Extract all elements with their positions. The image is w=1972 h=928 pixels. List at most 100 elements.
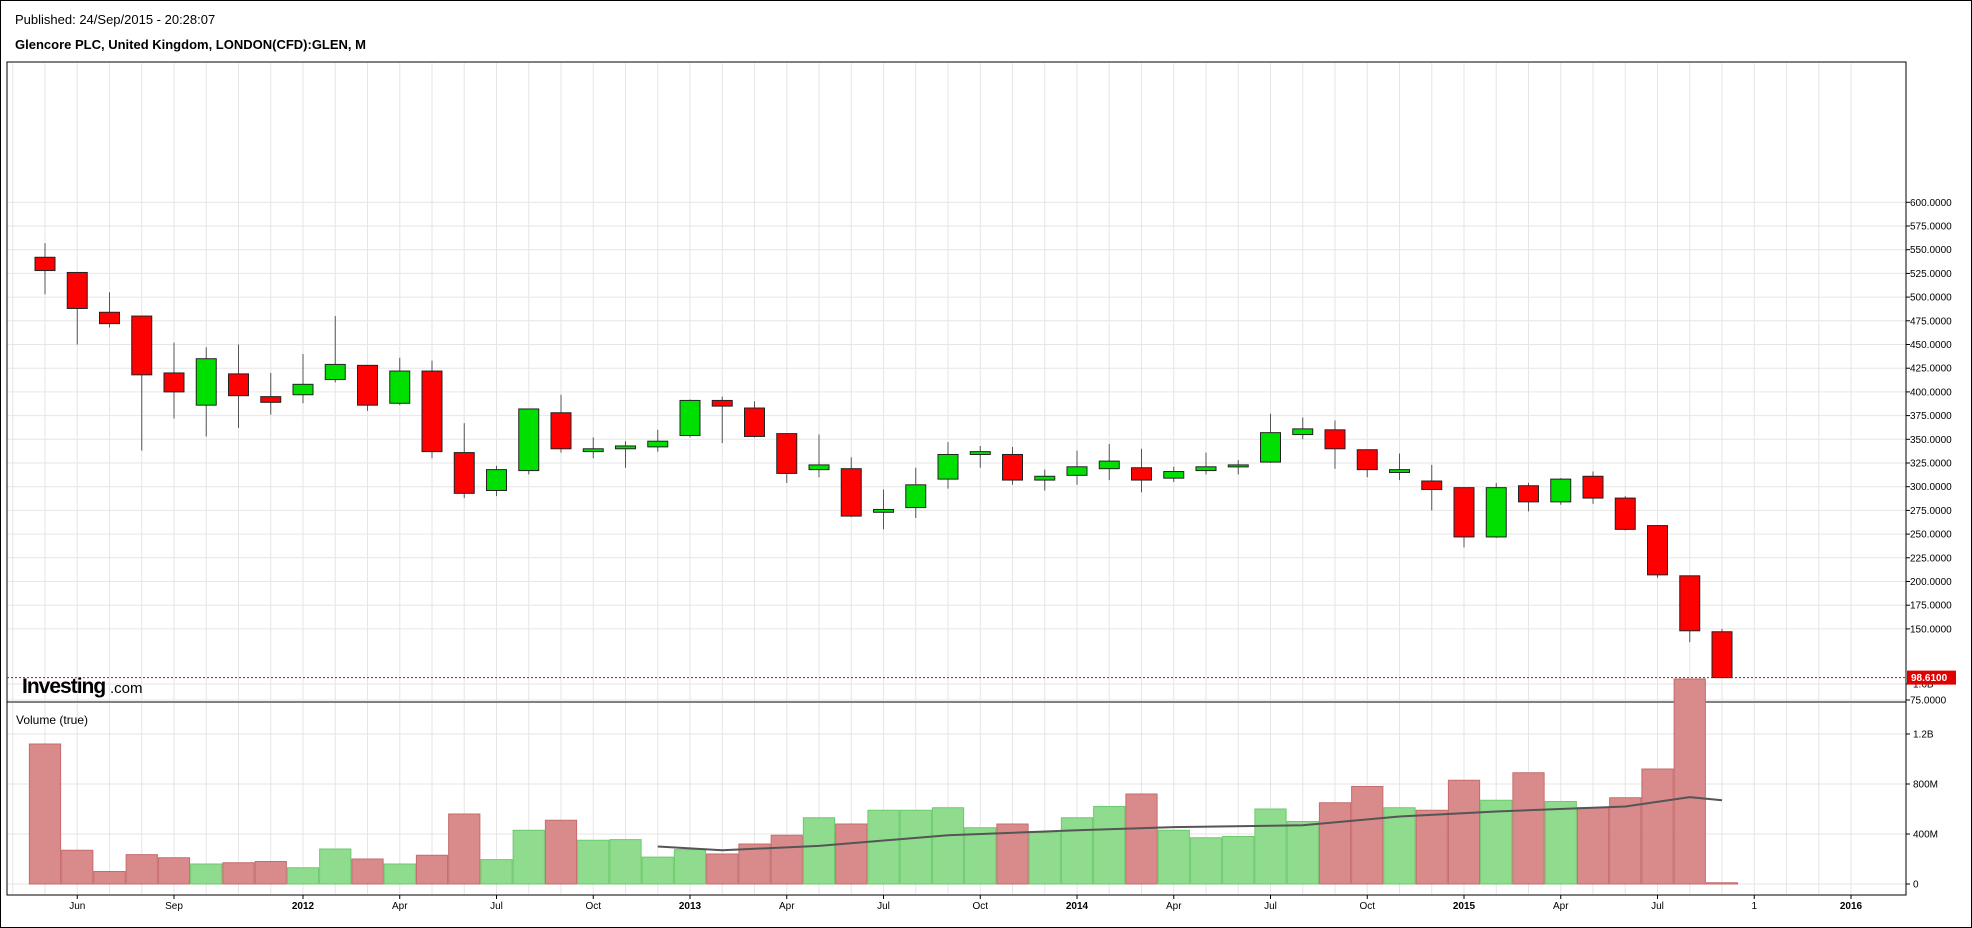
price-axis-tick-label: 250.0000 <box>1910 530 1952 541</box>
volume-bar <box>1609 797 1642 885</box>
volume-bar <box>738 843 771 885</box>
volume-bar <box>577 839 610 885</box>
candle-body <box>1066 466 1088 476</box>
candle-body <box>1034 475 1056 481</box>
volume-bar <box>93 871 126 885</box>
volume-bar <box>415 854 449 885</box>
volume-bar <box>448 813 481 885</box>
volume-bar <box>1383 807 1416 885</box>
candle-body <box>292 383 314 396</box>
volume-moving-average-line <box>657 796 1723 852</box>
volume-bar <box>609 839 642 885</box>
candle-body <box>776 433 798 474</box>
volume-bar <box>1286 821 1319 885</box>
last-price-label: 98.6100 <box>1911 673 1948 684</box>
volume-bar <box>770 834 803 885</box>
volume-bar <box>1673 678 1706 885</box>
published-timestamp: Published: 24/Sep/2015 - 20:28:07 <box>15 12 216 27</box>
volume-bar <box>1093 806 1126 885</box>
x-axis-tick-label: 1 <box>1751 901 1757 912</box>
price-axis-tick-label: 275.0000 <box>1910 506 1952 517</box>
candle-body <box>357 364 378 406</box>
volume-bar <box>1415 809 1448 885</box>
price-axis-tick-label: 325.0000 <box>1910 459 1952 470</box>
candle-body <box>1292 428 1314 436</box>
volume-bar <box>867 809 900 885</box>
price-axis-tick-label: 150.0000 <box>1910 624 1952 635</box>
price-axis-tick-label: 200.0000 <box>1910 577 1952 588</box>
candle-body <box>1163 471 1185 479</box>
price-axis: 75.0000 150.0000 175.0000 200.0000 225.0000 2… <box>1906 198 1952 707</box>
volume-bar <box>190 863 223 885</box>
price-axis-tick-label: 75.0000 <box>1910 696 1947 707</box>
x-axis-tick-label: 2013 <box>679 901 702 912</box>
volume-bar <box>1447 779 1481 885</box>
volume-bar <box>1576 807 1610 885</box>
candle-body <box>518 408 540 472</box>
volume-bar <box>28 743 62 885</box>
candle-body <box>1324 429 1346 450</box>
x-axis-tick-label: Jul <box>877 901 890 912</box>
candle-body <box>1614 497 1636 530</box>
investing-logo-text: Investing <box>22 675 105 698</box>
candle-body <box>228 373 249 397</box>
candle-body <box>840 468 862 517</box>
candle-body <box>582 448 604 453</box>
x-axis-tick-label: Oct <box>585 901 601 912</box>
x-axis-tick-label: 2012 <box>292 901 315 912</box>
candle-body <box>711 399 733 407</box>
candle-body <box>1131 467 1152 481</box>
volume-bar <box>706 853 739 885</box>
volume-bar <box>1641 768 1674 885</box>
candle-body <box>550 412 572 450</box>
volume-bar <box>673 849 707 885</box>
x-axis-tick-label: Jul <box>490 901 503 912</box>
price-panel-border <box>6 61 1907 703</box>
volume-bar <box>254 861 287 885</box>
volume-bar <box>319 848 352 885</box>
volume-bar <box>1125 793 1158 885</box>
volume-bar <box>1189 837 1223 885</box>
investing-logo-suffix: .com <box>110 680 143 697</box>
x-axis-tick-label: Apr <box>779 901 795 912</box>
candle-body <box>486 469 507 491</box>
volume-bar <box>125 854 158 885</box>
price-axis-tick-label: 225.0000 <box>1910 553 1952 564</box>
candle-body <box>1711 631 1733 679</box>
volume-bar <box>351 858 384 885</box>
x-axis-tick-label: 2014 <box>1066 901 1089 912</box>
price-axis-tick-label: 300.0000 <box>1910 482 1952 493</box>
price-axis-tick-label: 450.0000 <box>1910 340 1952 351</box>
volume-panel-title: Volume (true) <box>16 713 88 727</box>
x-axis-tick-label: Jun <box>69 901 85 912</box>
candles <box>34 243 1733 679</box>
price-axis-tick-label: 175.0000 <box>1910 601 1952 612</box>
volume-bars <box>28 678 1739 885</box>
instrument-title: Glencore PLC, United Kingdom, LONDON(CFD… <box>15 37 366 52</box>
volume-bar <box>1222 836 1255 885</box>
x-axis-tick-label: Apr <box>1553 901 1569 912</box>
price-grid <box>7 63 1906 701</box>
volume-bar <box>964 827 997 885</box>
candle-body <box>1356 449 1378 471</box>
volume-axis: 0 400M 800M 1.2B 1.6B <box>1906 680 1938 891</box>
price-axis-tick-label: 575.0000 <box>1910 222 1952 233</box>
volume-axis-tick-label: 800M <box>1913 780 1938 791</box>
candle-body <box>1227 464 1249 468</box>
volume-bar <box>1060 817 1094 885</box>
volume-axis-tick-label: 1.2B <box>1913 730 1934 741</box>
volume-bar <box>480 859 513 885</box>
candle-body <box>905 484 927 509</box>
x-axis: Jun Sep 2012 Apr Jul Oct 2013 Apr Jul Oct 2014 Apr J… <box>69 895 1863 912</box>
candle-body <box>1195 466 1217 472</box>
candle-body <box>66 271 88 309</box>
volume-bar <box>899 809 932 885</box>
candle-body <box>131 315 153 376</box>
volume-bar <box>1512 772 1545 885</box>
price-axis-tick-label: 525.0000 <box>1910 269 1952 280</box>
price-axis-tick-label: 550.0000 <box>1910 245 1952 256</box>
candle-body <box>615 445 636 450</box>
volume-bar <box>1544 801 1577 885</box>
candle-body <box>163 372 185 393</box>
volume-bar <box>61 849 94 885</box>
